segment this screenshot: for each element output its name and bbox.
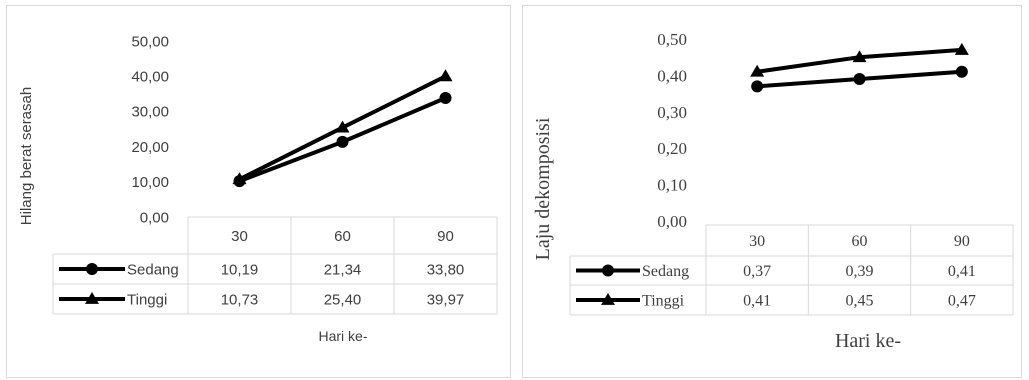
right-x-tick-label: 30 (749, 233, 765, 250)
right-data-point-sedang (955, 65, 968, 78)
left-data-label: 10,73 (221, 291, 259, 308)
left-data-point-tinggi (335, 120, 350, 133)
left-data-label: 21,34 (324, 261, 362, 278)
chart-right-svg: 0,00 0,10 0,20 0,30 0,40 0,50 Laju dekomposisi… (532, 30, 1014, 352)
chart-right: 0,00 0,10 0,20 0,30 0,40 0,50 Laju dekomposisi… (522, 5, 1022, 378)
left-data-point-sedang (439, 92, 452, 105)
right-x-axis-label: Hari ke- (835, 330, 901, 352)
right-legend-key-marker-sedang (602, 264, 614, 277)
left-x-tick-label: 90 (437, 228, 454, 245)
left-y-tick-label: 30,00 (131, 104, 169, 121)
right-y-tick-label: 0,00 (657, 212, 687, 231)
chart-left-svg: 0,00 10,00 20,00 30,00 40,00 50,00 Hilang bera… (18, 33, 498, 344)
left-data-point-tinggi (232, 172, 247, 185)
left-x-tick-label: 30 (231, 228, 248, 245)
left-y-tick-label: 50,00 (131, 33, 169, 50)
right-data-point-sedang (853, 73, 866, 86)
left-data-point-tinggi (438, 69, 453, 82)
right-legend-label-sedang: Sedang (642, 263, 689, 280)
right-data-label: 0,41 (948, 263, 976, 280)
right-data-label: 0,47 (948, 293, 976, 310)
left-data-label: 25,40 (324, 291, 362, 308)
right-y-tick-label: 0,40 (657, 66, 687, 85)
right-legend-label-tinggi: Tinggi (642, 293, 685, 310)
right-y-axis-label: Laju dekomposisi (532, 117, 554, 260)
left-y-tick-label: 0,00 (140, 209, 169, 226)
left-y-tick-label: 40,00 (131, 68, 169, 85)
left-y-tick-label: 10,00 (131, 174, 169, 191)
right-data-point-tinggi (750, 64, 765, 77)
left-legend-key-marker-sedang (86, 263, 98, 275)
right-y-tick-label: 0,50 (657, 30, 687, 49)
right-y-tick-label: 0,10 (657, 176, 687, 195)
right-data-label: 0,45 (846, 293, 874, 310)
right-data-label: 0,37 (743, 263, 771, 280)
right-data-point-sedang (751, 80, 764, 93)
left-data-label: 10,19 (221, 261, 259, 278)
right-data-point-tinggi (954, 42, 969, 55)
left-legend-key-marker-tinggi (85, 292, 99, 304)
right-data-label: 0,39 (846, 263, 874, 280)
right-y-tick-label: 0,30 (657, 103, 687, 122)
chart-left: 0,00 10,00 20,00 30,00 40,00 50,00 Hilang bera… (6, 5, 511, 378)
right-data-point-tinggi (852, 50, 867, 63)
right-data-label: 0,41 (743, 293, 771, 310)
left-data-label: 33,80 (427, 261, 465, 278)
left-x-axis-label: Hari ke- (318, 328, 367, 344)
left-data-label: 39,97 (427, 291, 465, 308)
left-legend-label-sedang: Sedang (127, 261, 179, 278)
right-x-tick-label: 60 (852, 233, 868, 250)
right-y-tick-label: 0,20 (657, 139, 687, 158)
right-legend-key-marker-tinggi (601, 293, 615, 305)
left-y-axis-label: Hilang berat serasah (18, 87, 35, 225)
left-legend-label-tinggi: Tinggi (127, 291, 167, 308)
left-x-tick-label: 60 (334, 228, 351, 245)
left-data-point-sedang (336, 135, 349, 148)
right-x-tick-label: 90 (954, 233, 970, 250)
left-y-tick-label: 20,00 (131, 139, 169, 156)
